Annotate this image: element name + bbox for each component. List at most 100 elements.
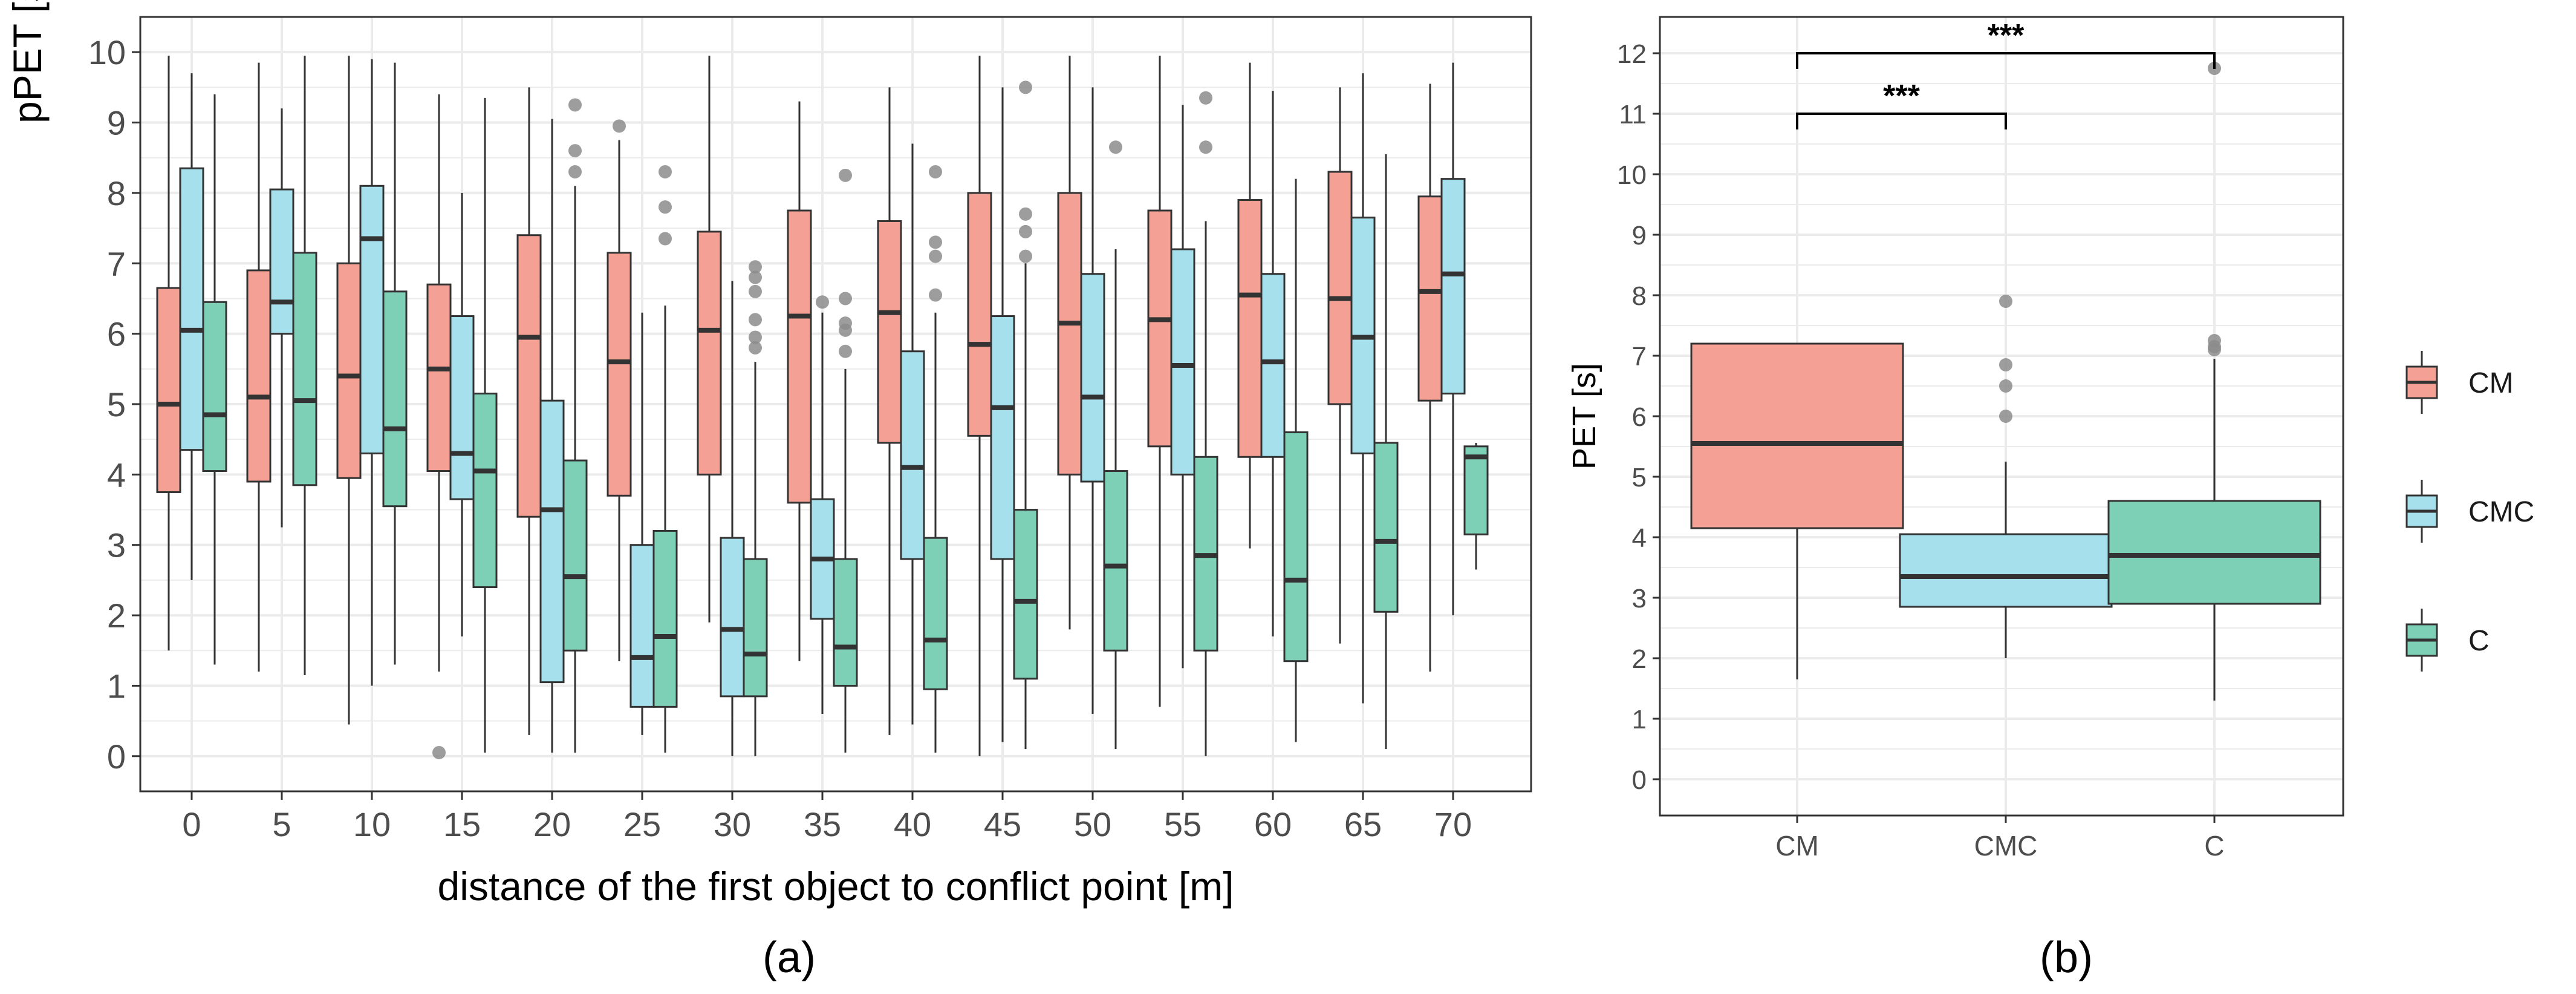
panel-a-y-ticks: 0 1 2 3 4 5 6 7 8 9 10 (88, 33, 140, 776)
box-cmc-20 (539, 119, 565, 753)
box-cmc-45-box (990, 315, 1015, 560)
panel-a-y-tick-label: 8 (107, 174, 126, 212)
box-c-20-box (562, 459, 588, 652)
box-cmc-outlier-2 (1999, 358, 2012, 371)
panel-b-y-tick-label: 1 (1632, 705, 1647, 734)
box-cm-25-box (607, 252, 632, 497)
box-cmc (1899, 295, 2113, 658)
legend-label: CMC (2468, 496, 2534, 528)
box-c-50-outlier-0 (1109, 140, 1122, 154)
panel-a-y-tick-label: 2 (107, 597, 126, 635)
panel-b-y-tick-label: 0 (1632, 765, 1647, 795)
box-cmc-10-box (359, 185, 385, 454)
box-c-65 (1373, 154, 1399, 750)
box-c-35-outlier-0 (839, 344, 852, 358)
box-c-40 (923, 165, 948, 753)
panel-b-y-tick-label: 12 (1617, 39, 1647, 69)
panel-a-y-tick-label: 9 (107, 104, 126, 142)
box-cm-45 (967, 56, 992, 756)
box-c-45-outlier-0 (1019, 249, 1032, 263)
legend-item-cm: CM (2405, 351, 2514, 414)
box-cm (1690, 342, 1904, 679)
box-cmc-10 (359, 59, 385, 686)
box-c-25-outlier-0 (659, 232, 672, 246)
box-c-40-outlier-1 (929, 249, 942, 263)
box-c-20-outlier-0 (568, 165, 582, 178)
box-cm-box (1690, 342, 1904, 529)
box-cmc-outlier-1 (1999, 379, 2012, 393)
box-cm-40-box (877, 220, 902, 444)
box-cm-70 (1417, 83, 1443, 672)
box-c-box (2107, 500, 2321, 605)
panel-a-y-tick-label: 6 (107, 315, 126, 353)
box-c-15 (472, 97, 498, 753)
box-c-55-outlier-1 (1199, 91, 1212, 105)
panel-b-boxes (1690, 62, 2321, 701)
panel-a-y-tick-label: 5 (107, 385, 126, 423)
box-cm-35 (787, 101, 812, 661)
panel-b-x-tick-label: CMC (1974, 830, 2038, 862)
box-cmc-outlier-3 (1999, 295, 2012, 308)
box-c-35-outlier-3 (839, 292, 852, 306)
box-c-45-outlier-2 (1019, 207, 1032, 221)
legend-item-c: C (2405, 609, 2490, 672)
box-c-30-box (743, 558, 768, 698)
panel-a-boxes (156, 56, 1489, 759)
box-cm-30-box (697, 231, 722, 476)
box-cm-20 (516, 87, 542, 735)
box-cmc-outlier-0 (1999, 410, 2012, 423)
panel-b-y-tick-label: 7 (1632, 342, 1647, 371)
box-cmc-25 (629, 312, 655, 735)
box-cm-5-box (246, 269, 272, 483)
box-c-45-box (1013, 509, 1038, 680)
box-c-35-outlier-4 (839, 168, 852, 182)
box-cm-45-box (967, 192, 992, 437)
box-c-25 (652, 165, 678, 753)
box-c-70 (1463, 443, 1489, 570)
box-cm-15-box (426, 283, 452, 472)
box-cm-60-box (1237, 199, 1263, 458)
legend-label: CM (2468, 367, 2514, 399)
box-cmc-35 (810, 295, 835, 714)
panel-a-x-tick-label: 65 (1344, 805, 1382, 843)
box-cm-30 (697, 56, 722, 623)
box-cm-25-outlier-0 (613, 119, 626, 133)
box-cmc-30-box (720, 537, 745, 698)
panel-a-y-tick-label: 10 (88, 33, 126, 71)
box-c-30-outlier-5 (749, 260, 762, 274)
box-cmc-50-box (1080, 273, 1105, 483)
panel-a-x-tick-label: 50 (1074, 805, 1111, 843)
box-c-50 (1103, 140, 1128, 750)
box-c-30 (743, 260, 768, 756)
box-cm-25 (607, 119, 632, 661)
box-c-45-outlier-1 (1019, 224, 1032, 238)
box-c-10 (382, 62, 408, 665)
box-cm-0-box (156, 287, 181, 493)
panel-a-y-tick-label: 0 (107, 737, 126, 776)
panel-b-y-tick-label: 2 (1632, 644, 1647, 674)
significance-bracket-1: *** (1796, 18, 2216, 69)
panel-b-y-tick-label: 10 (1617, 160, 1647, 190)
box-cmc-60-box (1260, 273, 1286, 458)
box-c-60 (1283, 178, 1309, 742)
panel-a-x-tick-label: 30 (714, 805, 751, 843)
box-c-25-box (652, 529, 678, 708)
significance-label: *** (1988, 18, 2025, 53)
box-c-35-outlier-2 (839, 316, 852, 330)
box-c-25-outlier-2 (659, 165, 672, 178)
box-c-40-outlier-3 (929, 165, 942, 178)
box-cmc-55 (1170, 105, 1195, 669)
panel-a-x-tick-label: 55 (1164, 805, 1202, 843)
panel-b-y-tick-label: 8 (1632, 281, 1647, 311)
panel-a-x-tick-label: 70 (1434, 805, 1472, 843)
box-cmc-50 (1080, 87, 1105, 714)
box-c-30-outlier-2 (749, 313, 762, 327)
box-c-60-box (1283, 431, 1309, 662)
box-cm-55-box (1147, 209, 1173, 448)
box-cmc-45 (990, 87, 1015, 742)
panel-a-x-tick-label: 0 (182, 805, 201, 843)
legend-label: C (2468, 625, 2490, 657)
